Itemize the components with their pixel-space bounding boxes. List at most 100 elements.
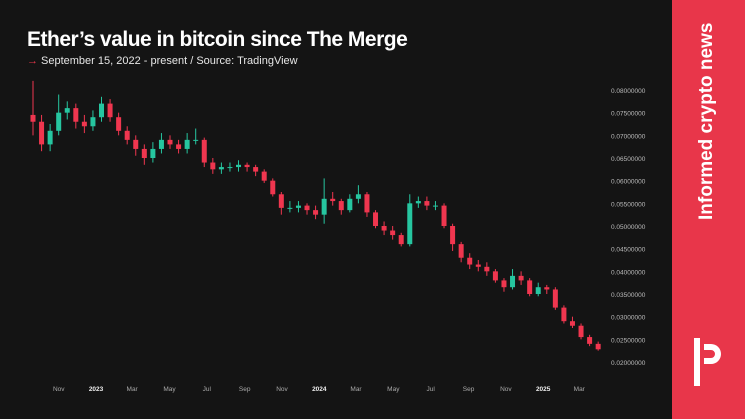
candle-body: [218, 167, 224, 170]
candle: [458, 241, 464, 263]
candle-body: [595, 343, 601, 350]
candle-body: [338, 201, 344, 211]
candle-body: [313, 210, 319, 215]
candle-body: [210, 162, 216, 170]
candle: [578, 323, 584, 340]
candle: [150, 142, 156, 163]
candle: [47, 124, 53, 152]
y-tick-label: 0.02500000: [611, 337, 646, 344]
candle: [261, 169, 267, 183]
candle: [227, 162, 233, 172]
candle: [73, 103, 79, 129]
candle-body: [381, 226, 387, 231]
candle: [124, 126, 130, 145]
candle: [236, 160, 242, 172]
candle-body: [227, 167, 233, 169]
candle: [56, 94, 62, 136]
candle-body: [39, 121, 45, 145]
candle: [244, 162, 250, 172]
candle: [99, 96, 105, 122]
brand-tagline: Informed crypto news: [696, 22, 717, 220]
candle-body: [124, 130, 130, 140]
candle-body: [141, 148, 147, 158]
candle: [544, 284, 550, 294]
candle: [158, 133, 164, 154]
candle: [441, 203, 447, 229]
candle: [569, 316, 575, 328]
candle-body: [304, 205, 310, 211]
candle-body: [295, 205, 301, 208]
candle: [304, 203, 310, 215]
x-tick-label: 2025: [536, 386, 551, 393]
x-tick-label: Sep: [463, 386, 475, 393]
x-axis: Nov 2023 Mar May Jul Sep Nov 2024 Mar May Jul Sep No…: [53, 386, 586, 393]
y-tick-label: 0.04500000: [611, 247, 646, 254]
candle: [347, 194, 353, 213]
y-tick-label: 0.07500000: [611, 111, 646, 118]
candle-body: [133, 139, 139, 149]
y-axis: 0.08000000 0.07500000 0.07000000 0.06500000…: [611, 88, 646, 367]
candle: [167, 135, 173, 149]
candle: [501, 278, 507, 292]
chart-subtitle: → September 15, 2022 - present / Source: …: [27, 55, 298, 67]
candle-body: [321, 198, 327, 215]
x-tick-label: May: [387, 386, 400, 393]
arrow-right-icon: →: [27, 55, 38, 67]
candle-body: [201, 139, 207, 163]
candle: [133, 135, 139, 156]
x-tick-label: Sep: [239, 386, 251, 393]
brand-sidebar: Informed crypto news: [672, 0, 745, 419]
candle: [64, 101, 70, 120]
candle: [116, 112, 122, 136]
chart-title: Ether’s value in bitcoin since The Merge: [27, 28, 408, 51]
candle-body: [373, 212, 379, 226]
candle: [90, 110, 96, 131]
x-tick-label: 2023: [89, 386, 104, 393]
candle: [552, 287, 558, 310]
candle-body: [561, 307, 567, 322]
candle-body: [552, 289, 558, 308]
candle-body: [484, 266, 490, 272]
candle: [561, 305, 567, 324]
y-tick-label: 0.07000000: [611, 133, 646, 140]
candle: [510, 269, 516, 290]
candle-body: [398, 235, 404, 245]
candle: [81, 114, 87, 134]
y-tick-label: 0.06500000: [611, 156, 646, 163]
candle-body: [47, 130, 53, 145]
candle: [338, 198, 344, 215]
y-tick-label: 0.03500000: [611, 292, 646, 299]
candle: [193, 128, 199, 145]
candle-body: [73, 108, 79, 122]
x-tick-label: May: [163, 386, 176, 393]
candle-body: [287, 207, 293, 209]
x-tick-label: Nov: [276, 386, 288, 393]
candle-body: [253, 167, 259, 172]
candle-body: [578, 325, 584, 338]
candle-body: [176, 144, 182, 149]
candle-body: [424, 201, 430, 206]
candle: [415, 196, 421, 208]
brand-logo-icon: [694, 338, 721, 386]
candle-body: [492, 271, 498, 281]
candle-body: [158, 139, 164, 149]
candle-body: [407, 203, 413, 245]
candle-body: [535, 287, 541, 294]
candle-body: [56, 112, 62, 131]
candle-body: [587, 337, 593, 344]
x-tick-label: Mar: [350, 386, 362, 393]
y-tick-label: 0.02000000: [611, 360, 646, 367]
candle-body: [116, 117, 122, 131]
candle: [278, 192, 284, 215]
candle-body: [278, 194, 284, 208]
x-tick-label: Jul: [426, 386, 435, 393]
candles: [30, 80, 601, 351]
candle-body: [64, 108, 70, 113]
x-tick-label: 2024: [312, 386, 327, 393]
candle: [398, 232, 404, 247]
candle: [484, 262, 490, 276]
candle: [295, 201, 301, 213]
candle-body: [510, 275, 516, 288]
candle-body: [527, 280, 533, 294]
candle: [424, 196, 430, 211]
